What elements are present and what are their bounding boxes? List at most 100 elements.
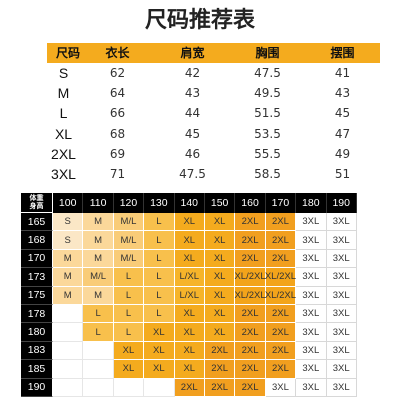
size-value: 45: [334, 106, 351, 121]
size-recommendation-cell: XL/2XL: [234, 268, 266, 287]
size-recommendation-cell: 3XL: [326, 323, 357, 342]
size-recommendation-cell: 3XL: [296, 378, 327, 397]
height-label-cell: 173: [21, 268, 53, 287]
weight-header: 120: [113, 193, 145, 213]
size-recommendation-cell: [144, 378, 175, 397]
size-recommendation-cell: L: [144, 249, 175, 269]
size-recommendation-cell: [53, 341, 84, 361]
height-label-cell: 190: [21, 378, 53, 397]
weight-header: 170: [265, 193, 297, 213]
size-recommendation-cell: [83, 341, 114, 361]
weight-header: 180: [296, 193, 327, 213]
size-value: 51: [334, 166, 351, 181]
size-chart-header: 尺码 衣长 肩宽 胸围 摆围: [47, 43, 380, 63]
size-recommendation-cell: L: [144, 213, 175, 232]
header-shoulder: 肩宽: [180, 46, 205, 60]
size-value: 58.5: [254, 166, 281, 181]
size-recommendation-cell: L: [83, 323, 114, 342]
size-value: 62: [109, 66, 126, 80]
size-recommendation-cell: M: [53, 268, 84, 287]
size-recommendation-cell: L: [144, 231, 175, 250]
size-recommendation-cell: XL: [174, 323, 205, 342]
size-recommendation-cell: 3XL: [326, 213, 357, 232]
size-recommendation-cell: L: [113, 268, 145, 287]
size-recommendation-cell: L: [83, 304, 114, 324]
size-value: 43: [184, 86, 201, 101]
header-chest: 胸围: [255, 46, 280, 60]
weight-header: 140: [174, 193, 205, 213]
size-value: 47.5: [179, 166, 206, 181]
size-recommendation-cell: M: [83, 231, 114, 250]
height-label-cell: 165: [21, 213, 53, 232]
size-chart-row: 2XL 69 46 55.5 49: [47, 144, 380, 164]
size-recommendation-cell: XL: [204, 323, 236, 342]
size-recommendation-cell: 3XL: [296, 323, 327, 342]
size-value: 68: [109, 126, 126, 141]
size-recommendation-cell: M: [53, 286, 84, 305]
size-recommendation-cell: 2XL: [235, 213, 266, 232]
size-recommendation-cell: L: [113, 323, 145, 342]
size-recommendation-cell: M/L: [83, 268, 114, 287]
size-recommendation-cell: M: [83, 286, 114, 305]
size-chart-row: L 66 44 51.5 45: [47, 103, 380, 123]
size-recommendation-cell: L/XL: [174, 268, 205, 287]
size-recommendation-grid: 体重 身高 100 110 120 130 140 150 160 170 180 190 165 S M M…: [21, 193, 357, 397]
size-recommendation-cell: 2XL: [174, 378, 205, 397]
size-value: 41: [334, 66, 351, 80]
size-value: 51.5: [254, 106, 281, 121]
size-recommendation-cell: XL: [174, 341, 205, 361]
size-value: 45: [184, 126, 201, 141]
size-recommendation-cell: 2XL: [235, 304, 266, 324]
size-recommendation-cell: XL: [113, 360, 145, 379]
height-label-cell: 175: [21, 286, 53, 305]
size-recommendation-cell: 2XL: [204, 378, 236, 397]
size-recommendation-cell: M/L: [113, 231, 145, 250]
size-recommendation-cell: XL: [204, 304, 236, 324]
size-value: 47: [334, 126, 351, 141]
size-recommendation-cell: 2XL: [265, 213, 297, 232]
size-chart-row: XL 68 45 53.5 47: [47, 124, 380, 144]
header-size: 尺码: [56, 46, 81, 60]
size-value: 44: [184, 106, 201, 121]
size-recommendation-cell: M: [83, 249, 114, 269]
size-recommendation-cell: 3XL: [296, 268, 327, 287]
size-recommendation-cell: [83, 378, 114, 397]
page-title: 尺码推荐表: [144, 8, 255, 33]
size-recommendation-cell: 2XL: [265, 360, 297, 379]
weight-header: 150: [204, 193, 236, 213]
size-recommendation-cell: XL: [174, 249, 205, 269]
size-chart-row: M 64 43 49.5 43: [47, 83, 380, 103]
size-value: 46: [184, 146, 201, 161]
size-recommendation-cell: 2XL: [265, 249, 297, 269]
size-label: XL: [54, 125, 73, 142]
size-recommendation-cell: XL/2XL: [234, 286, 266, 305]
size-recommendation-cell: [53, 304, 84, 324]
size-recommendation-cell: 2XL: [235, 323, 266, 342]
size-recommendation-cell: 2XL: [235, 341, 266, 361]
height-label-cell: 183: [21, 341, 53, 361]
size-recommendation-cell: 3XL: [326, 360, 357, 379]
size-recommendation-cell: XL: [174, 213, 205, 232]
size-recommendation-cell: 2XL: [235, 249, 266, 269]
size-recommendation-cell: [53, 378, 84, 397]
size-recommendation-cell: 3XL: [296, 341, 327, 361]
size-recommendation-cell: XL/2XL: [265, 268, 297, 287]
size-recommendation-cell: XL: [113, 341, 145, 361]
size-recommendation-cell: [83, 360, 114, 379]
weight-header: 190: [326, 193, 357, 213]
weight-height-corner: 体重 身高: [21, 193, 53, 213]
weight-header: 160: [235, 193, 266, 213]
size-recommendation-cell: 3XL: [296, 286, 327, 305]
size-recommendation-cell: M/L: [113, 213, 145, 232]
size-chart-body: S 62 42 47.5 41 M 64 43 49.5 43 L 66 44 51.5 45 XL 68 45 5…: [47, 63, 380, 184]
size-recommendation-cell: M: [53, 249, 84, 269]
weight-header: 100: [53, 193, 84, 213]
size-recommendation-cell: 3XL: [326, 231, 357, 250]
header-hem: 摆围: [330, 46, 355, 60]
size-label: S: [58, 65, 69, 81]
size-recommendation-cell: 3XL: [296, 213, 327, 232]
size-value: 42: [184, 66, 201, 80]
size-recommendation-cell: [53, 323, 84, 342]
size-recommendation-cell: XL: [204, 231, 236, 250]
size-chart-table: 尺码 衣长 肩宽 胸围 摆围 S 62 42 47.5 41 M 64 43 49.5 43 L 66…: [47, 43, 380, 184]
